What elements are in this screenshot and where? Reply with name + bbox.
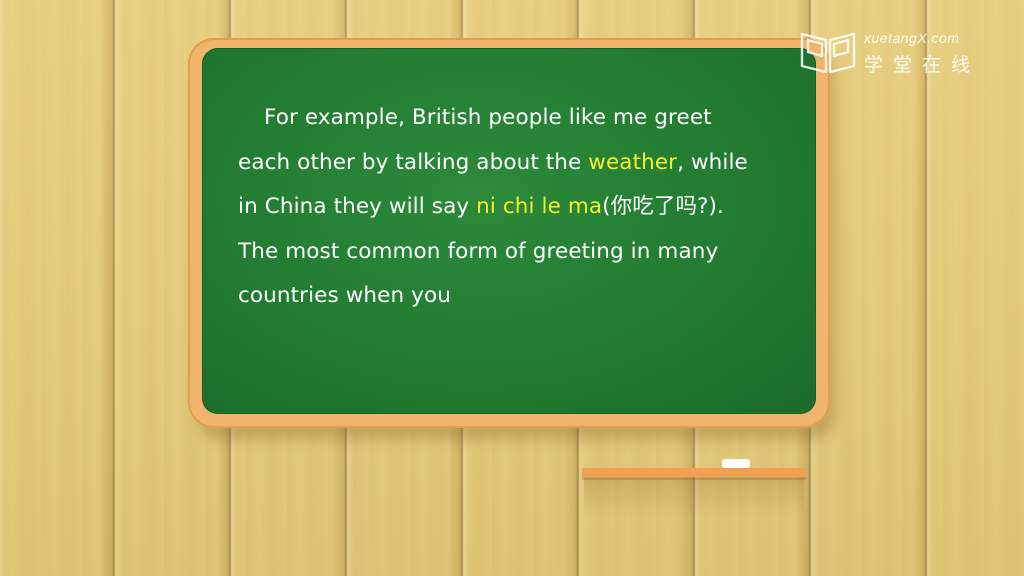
board-line-3: in China they will say ni chi le ma(你吃了吗… — [238, 185, 798, 230]
watermark-logo: xuetangX.com 学堂在线 — [798, 24, 998, 80]
blackboard — [202, 48, 816, 414]
blackboard-text: For example, British people like me gree… — [238, 96, 798, 319]
board-line-5: countries when you — [238, 274, 798, 319]
highlight-phrase-ni-chi-le-ma: ni chi le ma — [476, 194, 603, 219]
highlight-word-weather: weather — [588, 149, 678, 175]
board-text-segment: in China they will say — [238, 194, 477, 219]
board-text-segment: (你吃了吗?). — [602, 194, 724, 219]
watermark-name-cn: 学堂在线 — [864, 54, 981, 76]
watermark-site: xuetangX.com — [864, 30, 960, 46]
board-line-4: The most common form of greeting in many — [238, 230, 798, 275]
board-text-segment: For example, British people like me gree… — [264, 105, 712, 130]
board-line-1: For example, British people like me gree… — [238, 96, 798, 141]
board-text-segment: The most common form of greeting in many — [238, 238, 719, 264]
board-text-segment: countries when you — [238, 283, 451, 308]
board-text-segment: , while — [677, 149, 748, 175]
board-line-2: each other by talking about the weather,… — [238, 141, 798, 186]
chalk-ledge-shadow — [584, 478, 804, 518]
open-book-logo-icon — [800, 32, 856, 74]
board-text-segment: each other by talking about the — [238, 149, 589, 175]
chalk-ledge — [582, 468, 806, 477]
chalk-piece-icon — [722, 459, 750, 468]
